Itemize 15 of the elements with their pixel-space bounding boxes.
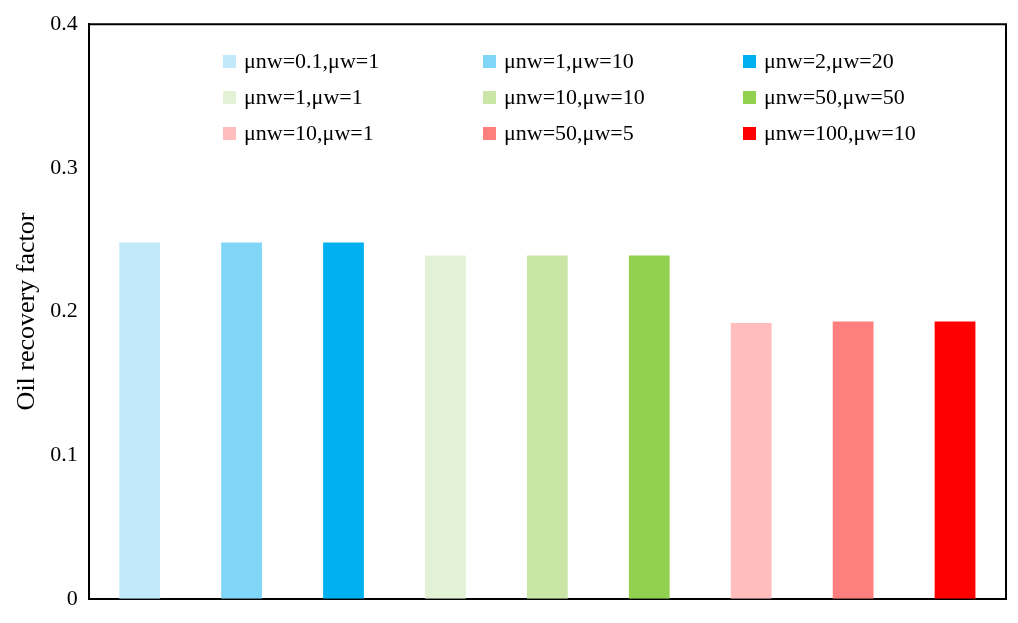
legend-label: μnw=2,μw=20 xyxy=(764,48,894,74)
y-tick-label: 0 xyxy=(66,584,78,610)
legend-label: μnw=1,μw=10 xyxy=(504,48,634,74)
legend-label: μnw=10,μw=10 xyxy=(504,84,645,110)
legend-label: μnw=50,μw=5 xyxy=(504,120,634,146)
y-tick-label: 0.3 xyxy=(50,153,78,179)
legend-label: μnw=100,μw=10 xyxy=(764,120,916,146)
legend-label: μnw=10,μw=1 xyxy=(244,120,374,146)
y-tick-label: 0.1 xyxy=(50,440,78,466)
y-tick-label: 0.4 xyxy=(50,9,78,35)
legend-label: μnw=1,μw=1 xyxy=(244,84,363,110)
y-tick-label: 0.2 xyxy=(50,297,78,323)
legend-label: μnw=50,μw=50 xyxy=(764,84,905,110)
y-axis-title: Oil recovery factor xyxy=(11,212,41,411)
legend-label: μnw=0.1,μw=1 xyxy=(244,48,380,74)
